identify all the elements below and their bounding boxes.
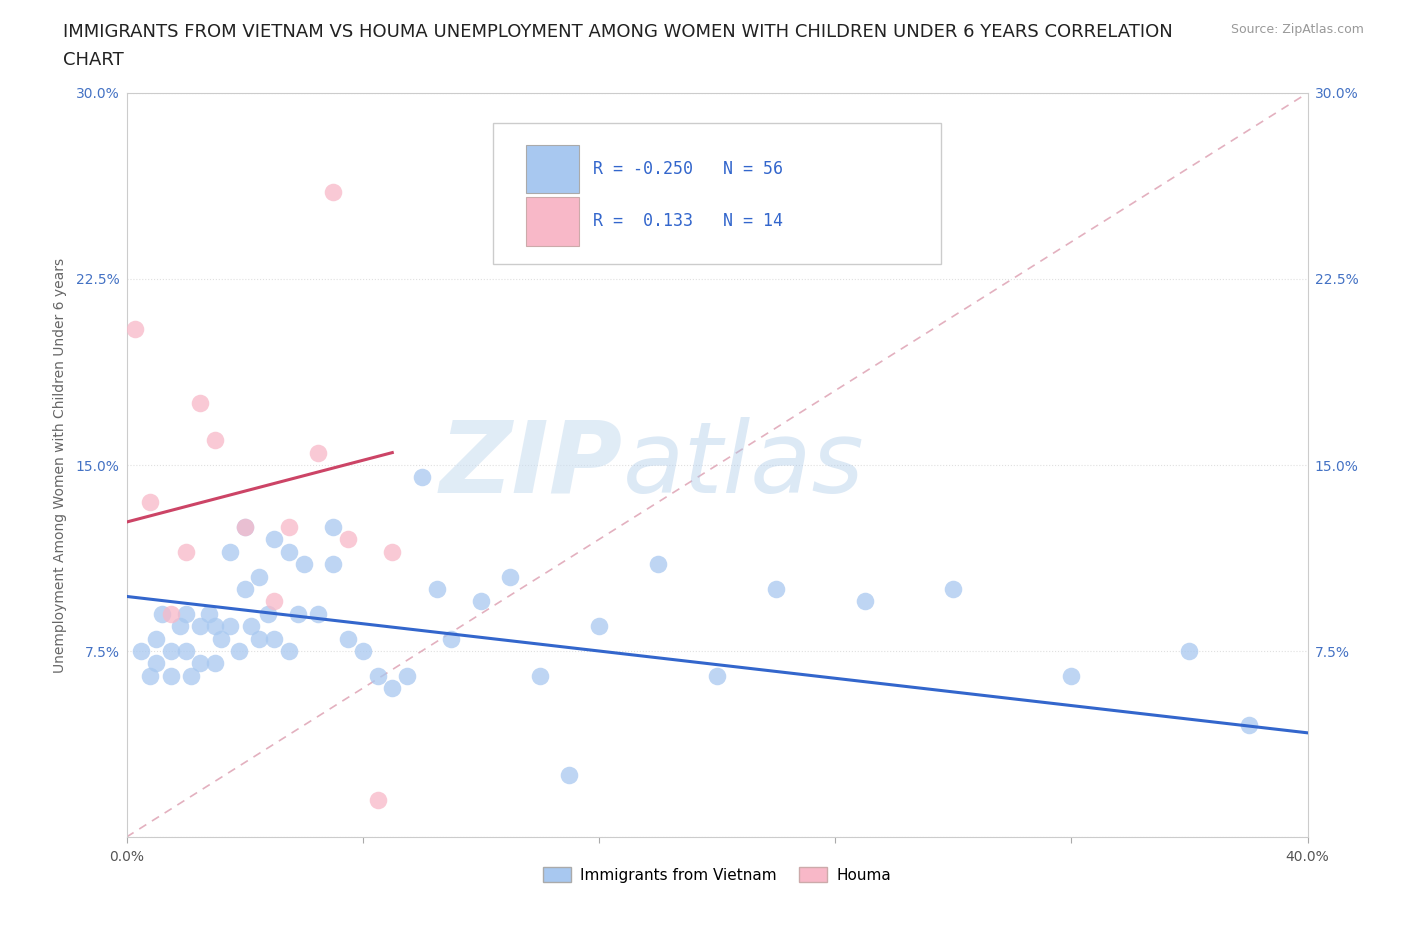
- Point: [129, 644, 153, 658]
- Point: [278, 544, 301, 559]
- Point: [174, 606, 197, 621]
- Text: atlas: atlas: [623, 417, 865, 513]
- Point: [278, 644, 301, 658]
- Point: [558, 767, 581, 782]
- Point: [263, 631, 285, 646]
- Point: [139, 495, 162, 510]
- Point: [337, 532, 360, 547]
- Point: [233, 581, 256, 596]
- Point: [204, 618, 226, 633]
- Point: [145, 656, 167, 671]
- Point: [188, 618, 212, 633]
- Point: [287, 606, 309, 621]
- Point: [228, 644, 250, 658]
- Point: [198, 606, 221, 621]
- Point: [292, 557, 315, 572]
- Point: [233, 520, 256, 535]
- Point: [169, 618, 191, 633]
- Bar: [526, 145, 579, 193]
- Point: [470, 594, 492, 609]
- Point: [219, 618, 242, 633]
- Y-axis label: Unemployment Among Women with Children Under 6 years: Unemployment Among Women with Children U…: [53, 258, 67, 672]
- Point: [942, 581, 965, 596]
- Point: [204, 432, 226, 447]
- Point: [174, 644, 197, 658]
- Text: IMMIGRANTS FROM VIETNAM VS HOUMA UNEMPLOYMENT AMONG WOMEN WITH CHILDREN UNDER 6 : IMMIGRANTS FROM VIETNAM VS HOUMA UNEMPLO…: [63, 23, 1173, 41]
- Point: [160, 606, 183, 621]
- Legend: Immigrants from Vietnam, Houma: Immigrants from Vietnam, Houma: [537, 860, 897, 889]
- Point: [765, 581, 787, 596]
- Text: ZIP: ZIP: [440, 417, 623, 513]
- Point: [588, 618, 610, 633]
- Point: [322, 185, 344, 200]
- Point: [1178, 644, 1201, 658]
- Point: [440, 631, 463, 646]
- Point: [257, 606, 280, 621]
- Point: [381, 544, 404, 559]
- Point: [233, 520, 256, 535]
- Point: [150, 606, 173, 621]
- Point: [180, 669, 202, 684]
- Point: [209, 631, 232, 646]
- FancyBboxPatch shape: [492, 123, 942, 264]
- Point: [647, 557, 669, 572]
- Point: [367, 669, 389, 684]
- Point: [411, 470, 433, 485]
- Point: [1060, 669, 1083, 684]
- Point: [706, 669, 728, 684]
- Text: R =  0.133   N = 14: R = 0.133 N = 14: [593, 212, 783, 230]
- Point: [204, 656, 226, 671]
- Text: Source: ZipAtlas.com: Source: ZipAtlas.com: [1230, 23, 1364, 36]
- Point: [263, 532, 285, 547]
- Point: [853, 594, 876, 609]
- Text: R = -0.250   N = 56: R = -0.250 N = 56: [593, 160, 783, 178]
- Point: [139, 669, 162, 684]
- Point: [529, 669, 551, 684]
- Point: [381, 681, 404, 696]
- Point: [308, 445, 330, 460]
- Point: [174, 544, 197, 559]
- Point: [278, 520, 301, 535]
- Point: [249, 631, 271, 646]
- Point: [160, 669, 183, 684]
- Point: [249, 569, 271, 584]
- Point: [308, 606, 330, 621]
- Bar: [526, 197, 579, 246]
- Text: CHART: CHART: [63, 51, 124, 69]
- Point: [219, 544, 242, 559]
- Point: [263, 594, 285, 609]
- Point: [239, 618, 262, 633]
- Point: [160, 644, 183, 658]
- Point: [322, 520, 344, 535]
- Point: [188, 656, 212, 671]
- Point: [1237, 718, 1260, 733]
- Point: [124, 321, 146, 336]
- Point: [188, 395, 212, 410]
- Point: [425, 581, 447, 596]
- Point: [145, 631, 167, 646]
- Point: [396, 669, 419, 684]
- Point: [337, 631, 360, 646]
- Point: [367, 792, 389, 807]
- Point: [352, 644, 374, 658]
- Point: [322, 557, 344, 572]
- Point: [499, 569, 522, 584]
